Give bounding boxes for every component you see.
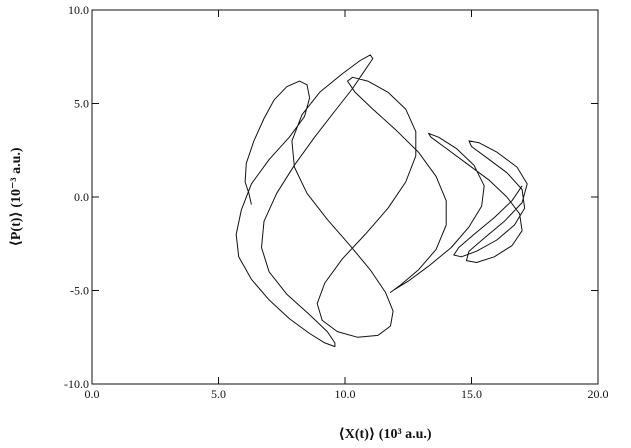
plot-layer	[235, 54, 528, 348]
x-axis-label: ⟨X(t)⟩ (10³ a.u.)	[338, 427, 432, 442]
plot-frame	[91, 9, 599, 385]
y-axis-label: ⟨P(t)⟩ (10⁻³ a.u.)	[9, 147, 24, 246]
x-tick-label-3: 15.0	[461, 387, 482, 401]
y-tick-label-3: 5.0	[74, 97, 89, 111]
x-tick-label-1: 5.0	[211, 387, 226, 401]
ticks-layer: 0.0 5.0 10.0 15.0 20.0 -10.0 -5.0 0.0 5.0 10.0	[64, 3, 609, 401]
y-tick-label-0: -10.0	[64, 377, 89, 391]
x-tick-label-0: 0.0	[85, 387, 100, 401]
x-tick-label-4: 20.0	[588, 387, 609, 401]
y-tick-label-1: -5.0	[70, 284, 89, 298]
trajectory-line-0	[235, 54, 528, 348]
x-tick-label-2: 10.0	[335, 387, 356, 401]
y-tick-label-4: 10.0	[68, 3, 89, 17]
y-tick-label-2: 0.0	[74, 190, 89, 204]
